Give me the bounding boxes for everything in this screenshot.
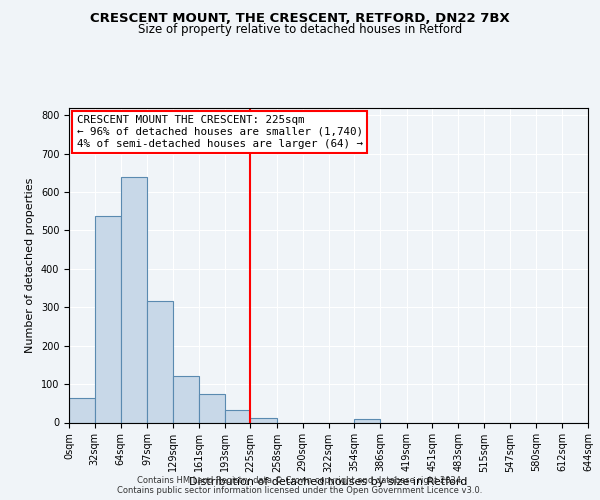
Text: Size of property relative to detached houses in Retford: Size of property relative to detached ho…	[138, 22, 462, 36]
Bar	[250, 418, 277, 422]
Bar	[224, 410, 250, 422]
Text: CRESCENT MOUNT, THE CRESCENT, RETFORD, DN22 7BX: CRESCENT MOUNT, THE CRESCENT, RETFORD, D…	[90, 12, 510, 26]
Bar	[69, 398, 95, 422]
Bar	[199, 394, 224, 422]
Bar	[95, 216, 121, 422]
Bar	[354, 418, 380, 422]
Bar	[121, 176, 147, 422]
Text: Contains HM Land Registry data © Crown copyright and database right 2024.
Contai: Contains HM Land Registry data © Crown c…	[118, 476, 482, 495]
Bar	[147, 302, 173, 422]
Y-axis label: Number of detached properties: Number of detached properties	[25, 178, 35, 352]
X-axis label: Distribution of detached houses by size in Retford: Distribution of detached houses by size …	[190, 478, 467, 488]
Bar	[173, 376, 199, 422]
Text: CRESCENT MOUNT THE CRESCENT: 225sqm
← 96% of detached houses are smaller (1,740): CRESCENT MOUNT THE CRESCENT: 225sqm ← 96…	[77, 116, 363, 148]
